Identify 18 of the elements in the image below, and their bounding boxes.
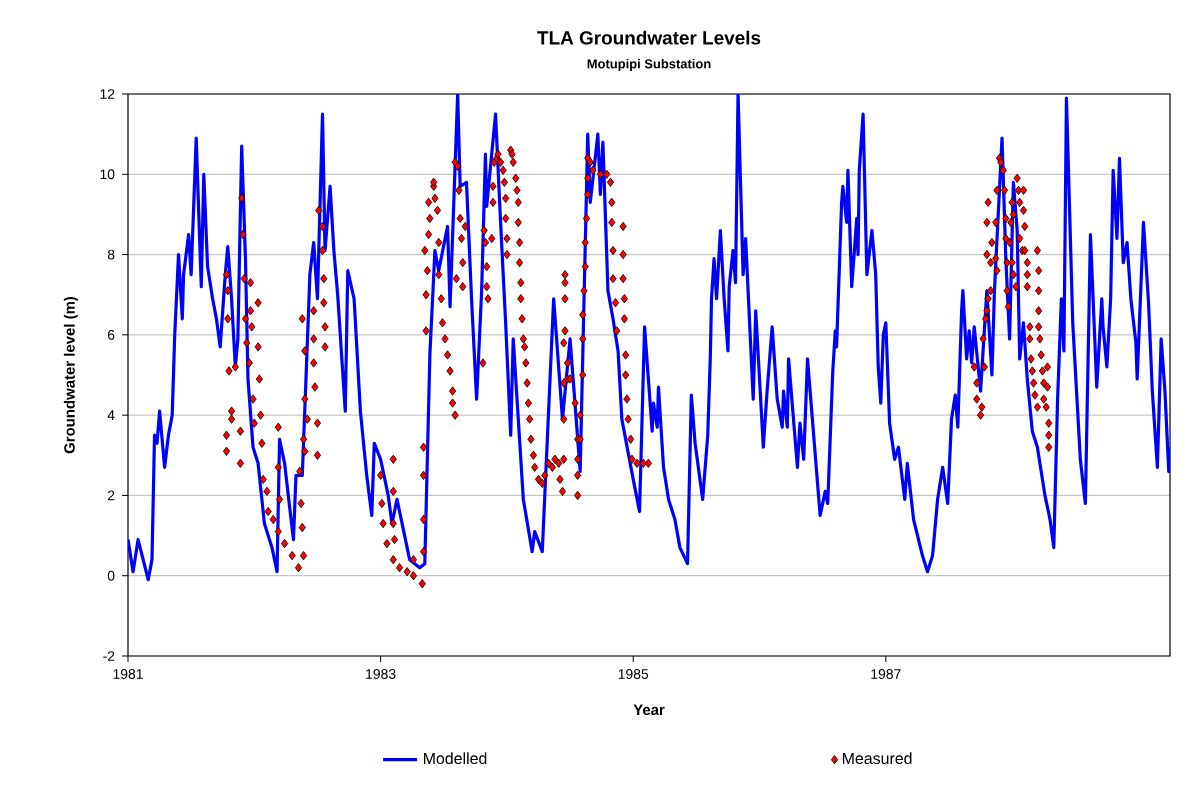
y-tick-label: 0 [107, 570, 115, 581]
x-tick-label: 1987 [871, 669, 901, 679]
chart-subtitle: Motupipi Substation [587, 58, 711, 71]
legend-label: Measured [842, 752, 912, 765]
x-tick-label: 1981 [113, 669, 143, 679]
y-tick-label: 8 [107, 249, 115, 260]
y-tick-label: 12 [100, 89, 115, 99]
legend-label: Modelled [424, 752, 487, 765]
chart-title: TLA Groundwater Levels [537, 30, 761, 45]
y-axis-title: Groundwater level (m) [63, 296, 78, 454]
y-tick-label: 4 [107, 410, 115, 420]
y-tick-label: 2 [107, 490, 115, 501]
x-axis-title: Year [633, 704, 665, 716]
x-tick-label: 1983 [366, 669, 396, 679]
y-tick-label: 10 [100, 169, 115, 180]
y-tick-label: 6 [107, 329, 115, 340]
y-tick-label: -2 [103, 651, 115, 661]
x-tick-label: 1985 [618, 669, 649, 679]
